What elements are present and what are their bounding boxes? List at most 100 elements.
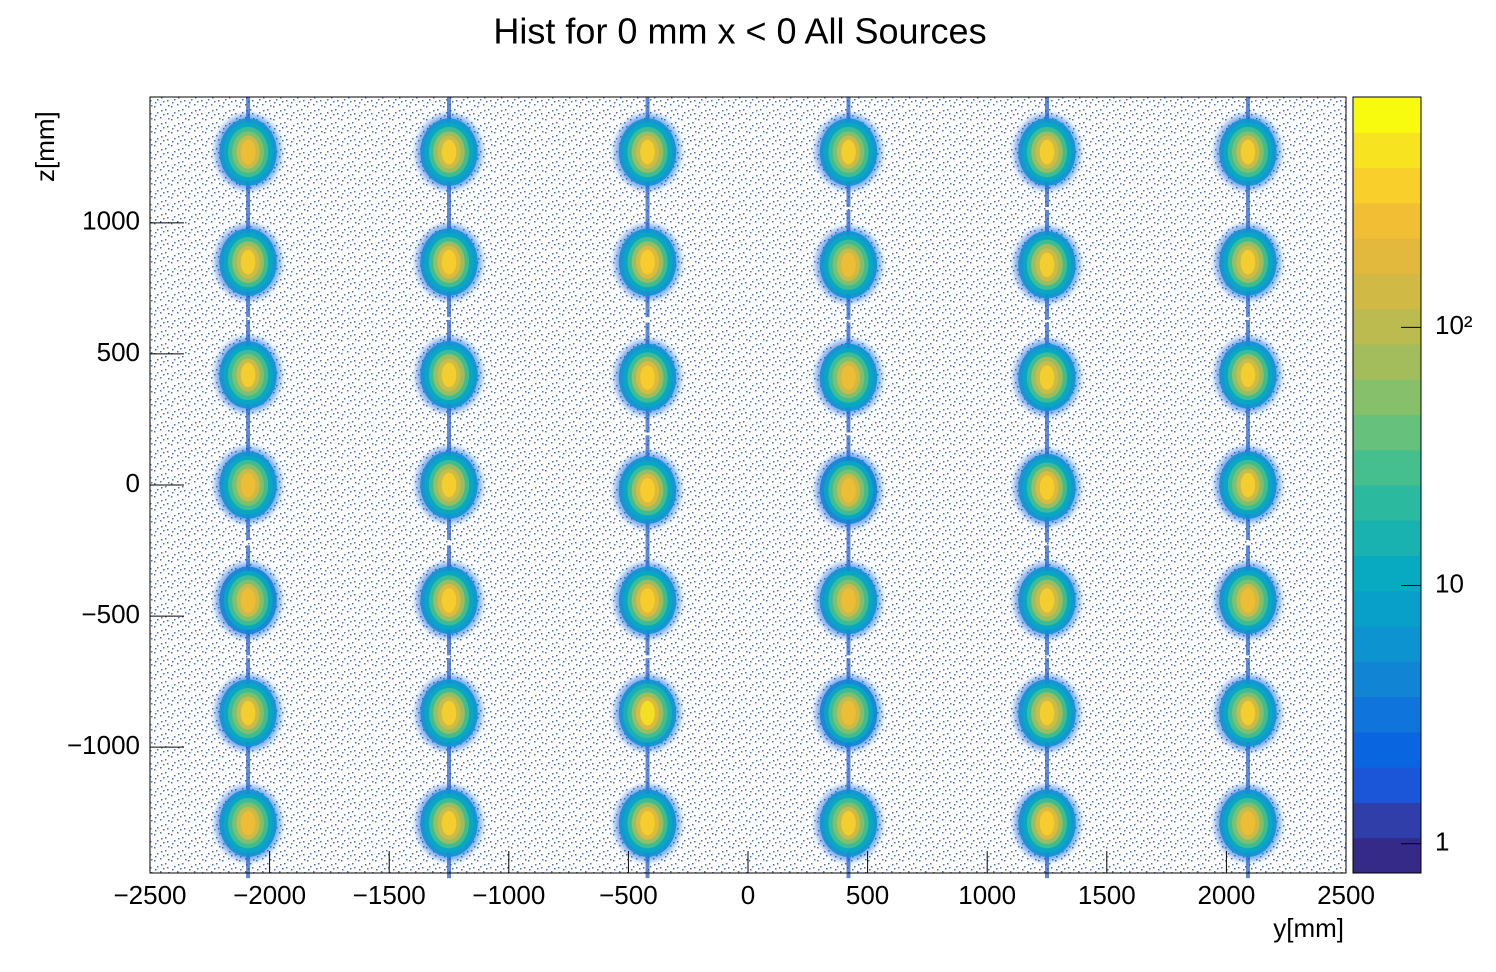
y-tick-label: −500 bbox=[81, 599, 140, 629]
source-peak bbox=[614, 545, 681, 656]
source-level bbox=[640, 588, 655, 613]
source-peak bbox=[1014, 432, 1080, 543]
x-tick-label: 2500 bbox=[1317, 880, 1375, 910]
source-level bbox=[640, 477, 655, 503]
source-peak bbox=[416, 768, 482, 879]
source-peak bbox=[215, 430, 282, 540]
source-peak bbox=[1014, 545, 1080, 656]
x-tick-label: −500 bbox=[599, 880, 658, 910]
source-level bbox=[640, 810, 655, 836]
source-level bbox=[640, 365, 655, 390]
x-tick-label: −2500 bbox=[113, 880, 186, 910]
source-level bbox=[1039, 475, 1055, 500]
source-peak bbox=[815, 209, 882, 320]
colorbar-band bbox=[1353, 202, 1421, 239]
source-level bbox=[240, 362, 256, 388]
x-tick-label: 500 bbox=[846, 880, 889, 910]
source-peak bbox=[614, 435, 681, 546]
source-peak bbox=[215, 768, 282, 879]
source-peak bbox=[1014, 322, 1080, 433]
plot-marks bbox=[215, 97, 1281, 879]
source-peak bbox=[416, 430, 482, 540]
colorbar-band bbox=[1353, 731, 1421, 768]
colorbar-tick-label: 10² bbox=[1435, 310, 1473, 340]
colorbar-band bbox=[1353, 696, 1421, 733]
source-peak bbox=[416, 97, 482, 208]
x-tick-label: −1000 bbox=[472, 880, 545, 910]
source-peak bbox=[1214, 545, 1281, 656]
source-peak bbox=[1014, 658, 1080, 769]
colorbar-band bbox=[1353, 449, 1421, 486]
x-axis-label: y[mm] bbox=[1273, 913, 1344, 943]
source-level bbox=[1240, 249, 1256, 275]
source-peak bbox=[416, 658, 482, 769]
source-level bbox=[1240, 362, 1256, 388]
source-level bbox=[441, 588, 457, 613]
source-level bbox=[441, 362, 457, 388]
y-tick-label: 0 bbox=[126, 468, 140, 498]
source-level bbox=[1039, 365, 1055, 390]
source-level bbox=[240, 810, 256, 836]
source-peak bbox=[815, 322, 882, 433]
source-level bbox=[240, 700, 256, 726]
source-level bbox=[240, 249, 256, 275]
chart-title: Hist for 0 mm x < 0 All Sources bbox=[493, 11, 986, 52]
source-level bbox=[841, 588, 856, 613]
source-peak bbox=[1214, 319, 1281, 430]
x-tick-label: 1000 bbox=[958, 880, 1016, 910]
source-peak bbox=[815, 545, 882, 656]
source-level bbox=[640, 139, 655, 165]
colorbar-band bbox=[1353, 485, 1421, 521]
source-level bbox=[441, 700, 457, 726]
source-peak bbox=[815, 435, 882, 546]
source-level bbox=[640, 700, 655, 726]
x-tick-label: 0 bbox=[741, 880, 755, 910]
source-peak bbox=[1014, 209, 1080, 320]
source-peak bbox=[1014, 768, 1080, 879]
source-level bbox=[841, 477, 856, 503]
y-axis-label: z[mm] bbox=[30, 111, 60, 182]
source-peak bbox=[815, 658, 882, 769]
source-level bbox=[240, 139, 256, 165]
x-tick-label: 1500 bbox=[1078, 880, 1136, 910]
colorbar-band bbox=[1353, 767, 1421, 803]
colorbar-band bbox=[1353, 343, 1421, 380]
colorbar-band bbox=[1353, 661, 1421, 698]
source-peak bbox=[1014, 97, 1080, 208]
source-level bbox=[1240, 700, 1256, 726]
source-level bbox=[441, 810, 457, 836]
colorbar-band bbox=[1353, 273, 1421, 310]
source-peak bbox=[1214, 97, 1281, 208]
source-peak bbox=[1214, 207, 1281, 318]
source-level bbox=[240, 588, 256, 613]
colorbar-tick-label: 10 bbox=[1435, 568, 1464, 598]
source-level bbox=[640, 249, 655, 275]
source-level bbox=[841, 700, 856, 726]
source-peak bbox=[614, 97, 681, 208]
colorbar-band bbox=[1353, 167, 1421, 204]
source-level bbox=[240, 472, 256, 498]
source-level bbox=[841, 810, 856, 836]
colorbar-band bbox=[1353, 802, 1421, 839]
source-level bbox=[1240, 588, 1256, 613]
x-tick-label: −2000 bbox=[233, 880, 306, 910]
colorbar-band bbox=[1353, 590, 1421, 627]
source-level bbox=[1240, 810, 1256, 836]
source-peak bbox=[416, 319, 482, 430]
source-level bbox=[441, 472, 457, 498]
source-level bbox=[841, 252, 856, 278]
source-peak bbox=[215, 658, 282, 769]
y-tick-label: 500 bbox=[97, 337, 140, 367]
colorbar-band bbox=[1353, 308, 1421, 345]
source-level bbox=[1240, 139, 1256, 165]
source-peak bbox=[215, 97, 282, 208]
colorbar-band bbox=[1353, 414, 1421, 451]
colorbar-band bbox=[1353, 97, 1421, 133]
y-tick-label: 1000 bbox=[82, 206, 140, 236]
x-tick-label: −1500 bbox=[353, 880, 426, 910]
source-peak bbox=[614, 207, 681, 318]
source-level bbox=[841, 139, 856, 165]
source-level bbox=[1039, 252, 1055, 278]
source-peak bbox=[416, 207, 482, 318]
